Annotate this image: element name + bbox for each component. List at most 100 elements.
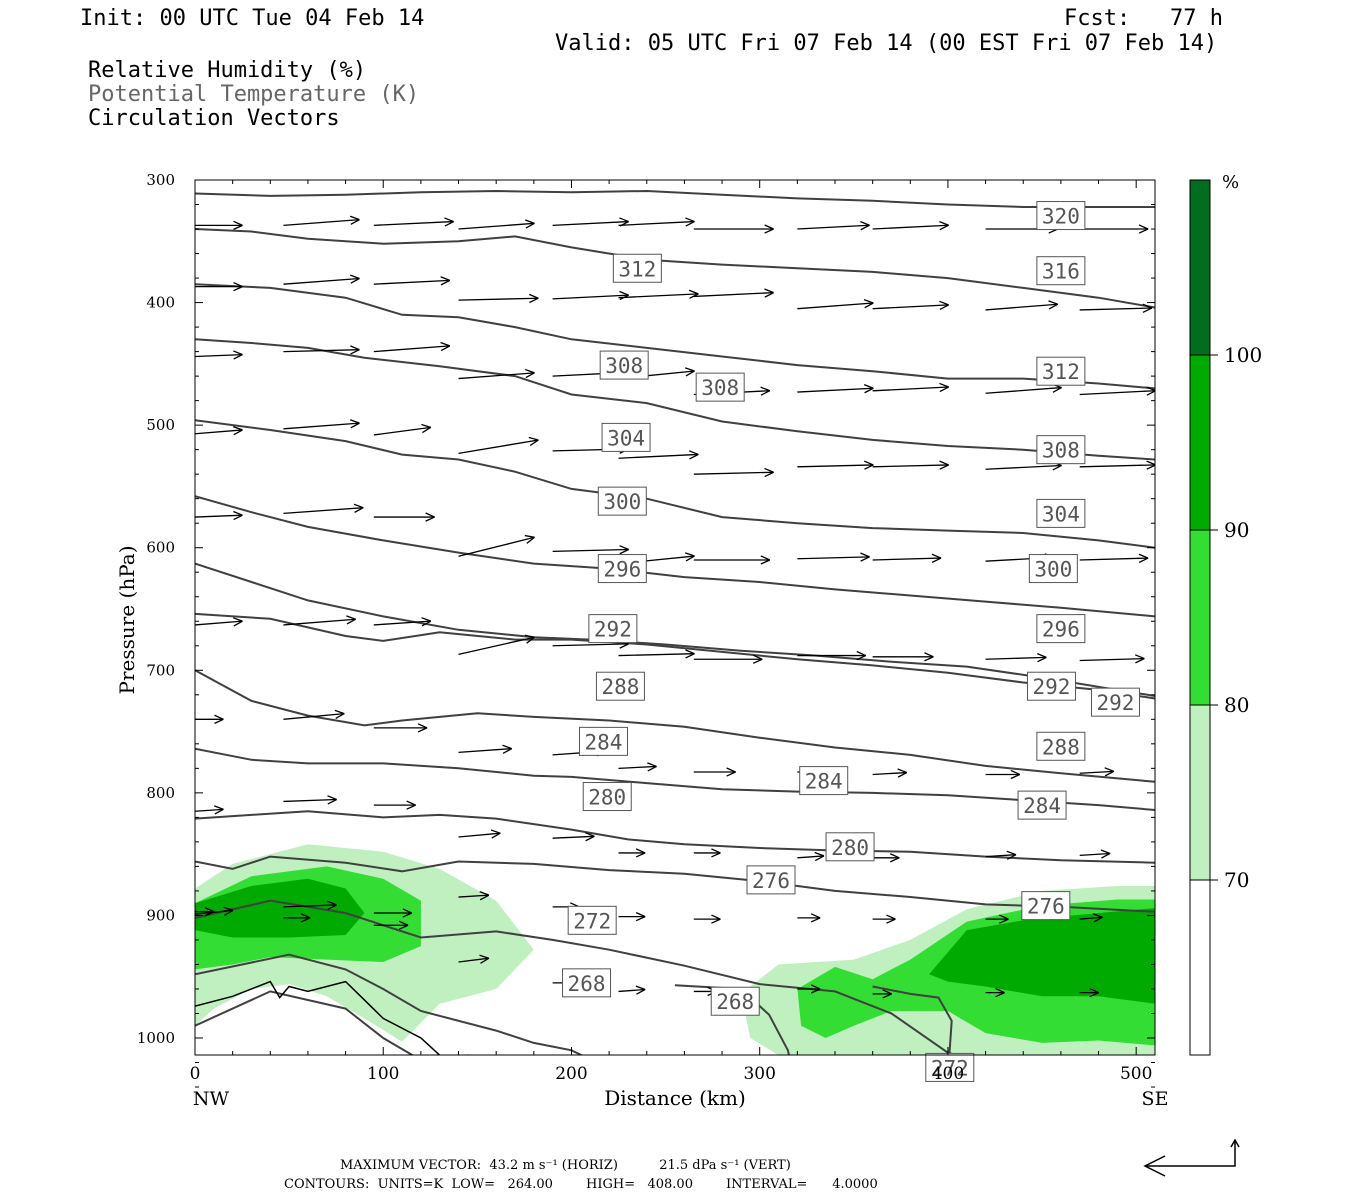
circulation-vector xyxy=(872,460,949,470)
circulation-vector xyxy=(459,1061,486,1069)
svg-text:308: 308 xyxy=(605,354,643,378)
colorbar-unit: % xyxy=(1222,172,1239,193)
svg-text:276: 276 xyxy=(1027,895,1065,919)
field-theta-label: Potential Temperature (K) xyxy=(88,82,420,107)
svg-text:280: 280 xyxy=(588,786,626,810)
x-tick-label: 0 xyxy=(190,1064,201,1084)
svg-text:288: 288 xyxy=(601,675,639,699)
svg-text:276: 276 xyxy=(752,869,790,893)
theta-contour xyxy=(195,562,1155,697)
circulation-vector xyxy=(693,555,771,565)
potential-temperature-contours xyxy=(195,189,1155,1055)
svg-text:268: 268 xyxy=(568,972,606,996)
circulation-vector xyxy=(373,920,409,930)
theta-contour xyxy=(195,228,1155,309)
x-axis-title: Distance (km) xyxy=(604,1086,746,1110)
forecast-hour: Fcst: 77 h xyxy=(1064,6,1223,31)
circulation-vector xyxy=(458,954,490,964)
svg-text:304: 304 xyxy=(1042,502,1080,526)
theta-contour xyxy=(195,283,1155,390)
circulation-vector xyxy=(283,913,311,923)
theta-label: 296 xyxy=(597,554,647,584)
circulation-vector xyxy=(873,1071,892,1079)
circulation-vector xyxy=(618,450,699,460)
theta-label: 288 xyxy=(595,671,645,701)
contour-labels: 320 312 316 308 308 312 304 308 300 304 296 300 292 2… xyxy=(562,201,1140,1082)
y-tick-label: 700 xyxy=(146,661,175,679)
rh-region-90 xyxy=(195,878,365,938)
circulation-vector xyxy=(694,1068,717,1076)
circulation-vector xyxy=(283,503,364,515)
y-tick-label: 600 xyxy=(146,539,175,557)
theta-label: 276 xyxy=(746,865,796,895)
theta-contour xyxy=(195,855,1155,913)
plot-frame xyxy=(194,179,1156,1056)
circulation-vector xyxy=(458,293,539,304)
circulation-vector xyxy=(618,762,657,772)
circulation-vector xyxy=(985,914,1009,924)
circulation-vector xyxy=(1079,303,1153,313)
svg-text:320: 320 xyxy=(1042,205,1080,229)
svg-text:268: 268 xyxy=(716,990,754,1014)
circulation-vector xyxy=(693,467,774,478)
circulation-vector xyxy=(458,744,513,754)
colorbar: 70 80 90 100% xyxy=(1189,172,1262,1056)
init-time: Init: 00 UTC Tue 04 Feb 14 xyxy=(80,6,425,31)
colorbar-level-label: 80 xyxy=(1224,693,1249,717)
circulation-vector xyxy=(283,419,360,430)
circulation-vector xyxy=(797,650,867,661)
theta-label: 308 xyxy=(599,350,649,380)
y-tick-label: 300 xyxy=(146,171,175,189)
colorbar-frame xyxy=(1189,179,1211,1056)
circulation-vector xyxy=(283,709,345,720)
theta-label: 316 xyxy=(1036,256,1086,286)
y-tick-label: 1000 xyxy=(137,1029,175,1047)
circulation-vector xyxy=(458,829,501,839)
circulation-vector xyxy=(373,276,451,286)
svg-text:296: 296 xyxy=(1042,618,1080,642)
circulation-vector xyxy=(1079,988,1099,998)
svg-text:312: 312 xyxy=(618,257,656,281)
x-end-label-se: SE xyxy=(1142,1088,1169,1110)
theta-label: 280 xyxy=(582,782,632,812)
y-tick-label: 800 xyxy=(146,784,175,802)
circulation-vector xyxy=(872,853,900,863)
circulation-vector xyxy=(619,1068,646,1076)
circulation-vector xyxy=(552,545,629,555)
circulation-vector xyxy=(552,290,629,301)
circulation-vector xyxy=(552,832,595,842)
colorbar-swatch xyxy=(1190,355,1210,530)
circulation-vector xyxy=(618,649,695,659)
circulation-vector xyxy=(458,634,535,655)
y-tick-label: 400 xyxy=(146,294,175,312)
circulation-vector xyxy=(985,988,1005,998)
svg-text:316: 316 xyxy=(1042,260,1080,284)
circulation-vector xyxy=(618,289,699,299)
svg-text:304: 304 xyxy=(607,426,645,450)
theta-contour xyxy=(195,669,1155,783)
theta-label: 276 xyxy=(1021,891,1071,921)
y-axis-title: Pressure (hPa) xyxy=(115,546,139,695)
theta-contour xyxy=(195,419,1155,549)
circulation-vector xyxy=(985,652,1047,663)
circulation-vector xyxy=(373,723,428,733)
circulation-vector xyxy=(458,436,539,454)
circulation-vector xyxy=(283,345,360,355)
contour-info-note: CONTOURS: UNITS=K LOW= 264.00 HIGH= 408.… xyxy=(284,1177,878,1192)
theta-label: 300 xyxy=(1028,554,1078,584)
circulation-vector xyxy=(618,217,695,227)
svg-text:292: 292 xyxy=(1033,675,1071,699)
svg-text:300: 300 xyxy=(603,490,641,514)
theta-label: 284 xyxy=(1017,790,1067,820)
circulation-vector xyxy=(195,425,243,436)
circulation-vector xyxy=(1079,460,1155,470)
svg-text:296: 296 xyxy=(603,558,641,582)
circulation-vector xyxy=(797,984,821,994)
theta-label: 304 xyxy=(601,422,651,452)
field-rh-label: Relative Humidity (%) xyxy=(88,58,367,83)
svg-text:308: 308 xyxy=(1042,439,1080,463)
theta-label: 284 xyxy=(578,726,628,756)
svg-text:288: 288 xyxy=(1042,735,1080,759)
theta-label: 312 xyxy=(1036,356,1086,386)
circulation-vector xyxy=(458,368,535,380)
